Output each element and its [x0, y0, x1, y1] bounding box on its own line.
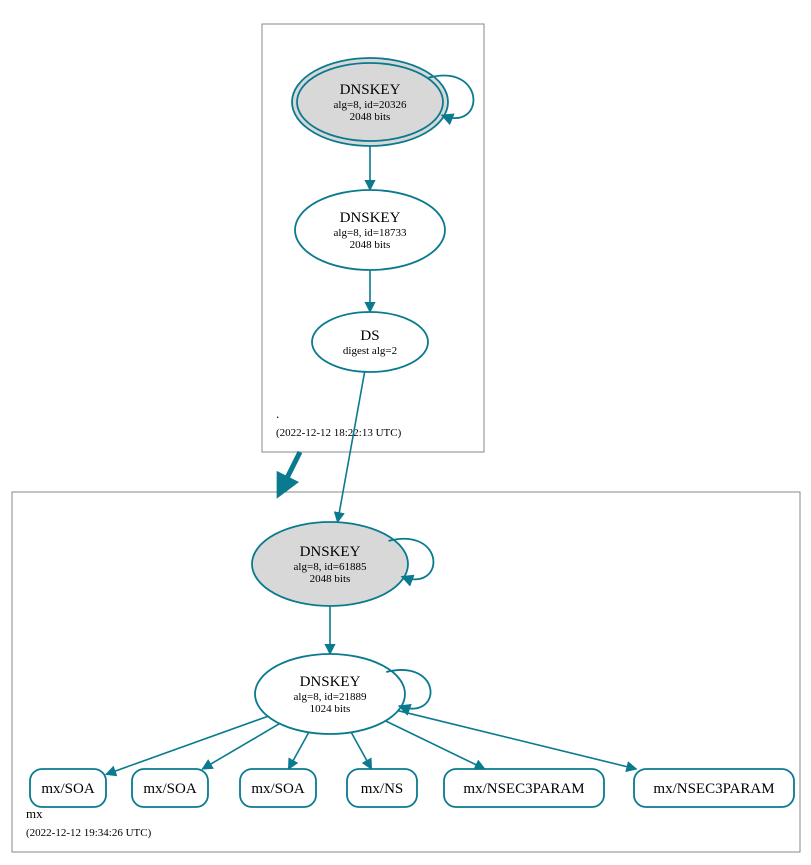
node-mx_zsk: DNSKEYalg=8, id=218891024 bits	[255, 654, 431, 734]
svg-text:DNSKEY: DNSKEY	[300, 674, 361, 690]
node-rr6: mx/NSEC3PARAM	[634, 769, 794, 807]
svg-text:1024 bits: 1024 bits	[310, 703, 351, 715]
svg-text:mx/SOA: mx/SOA	[41, 781, 95, 797]
svg-text:2048 bits: 2048 bits	[310, 573, 351, 585]
node-rr2: mx/SOA	[132, 769, 208, 807]
node-rr4: mx/NS	[347, 769, 417, 807]
edge-mx_zsk-rr6	[398, 711, 636, 769]
zone-label-mx: mx	[26, 806, 43, 821]
svg-text:alg=8, id=61885: alg=8, id=61885	[294, 561, 367, 573]
svg-text:alg=8, id=20326: alg=8, id=20326	[334, 99, 407, 111]
dnssec-diagram: . (2022-12-12 18:22:13 UTC) mx (2022-12-12 …	[0, 0, 811, 865]
svg-text:mx/NSEC3PARAM: mx/NSEC3PARAM	[463, 781, 584, 797]
edge-root_ds-mx_ksk	[338, 372, 365, 522]
svg-text:DNSKEY: DNSKEY	[340, 82, 401, 98]
bold-arrow	[280, 452, 300, 492]
node-root_ksk: DNSKEYalg=8, id=203262048 bits	[292, 58, 473, 146]
node-rr3: mx/SOA	[240, 769, 316, 807]
svg-text:2048 bits: 2048 bits	[350, 111, 391, 123]
svg-text:alg=8, id=18733: alg=8, id=18733	[334, 227, 407, 239]
svg-text:DNSKEY: DNSKEY	[340, 210, 401, 226]
svg-text:mx/SOA: mx/SOA	[251, 781, 305, 797]
zone-ts-mx: (2022-12-12 19:34:26 UTC)	[26, 827, 152, 839]
node-root_ds: DSdigest alg=2	[312, 312, 428, 372]
zone-ts-root: (2022-12-12 18:22:13 UTC)	[276, 427, 402, 439]
edge-mx_zsk-rr4	[351, 732, 371, 769]
node-rr5: mx/NSEC3PARAM	[444, 769, 604, 807]
svg-text:mx/SOA: mx/SOA	[143, 781, 197, 797]
svg-text:2048 bits: 2048 bits	[350, 239, 391, 251]
node-root_zsk: DNSKEYalg=8, id=187332048 bits	[295, 190, 445, 270]
svg-text:digest alg=2: digest alg=2	[343, 345, 397, 357]
edge-mx_zsk-rr2	[202, 724, 279, 769]
svg-text:alg=8, id=21889: alg=8, id=21889	[294, 691, 367, 703]
node-rr1: mx/SOA	[30, 769, 106, 807]
edge-mx_zsk-rr3	[289, 732, 309, 769]
svg-text:mx/NSEC3PARAM: mx/NSEC3PARAM	[653, 781, 774, 797]
svg-text:DNSKEY: DNSKEY	[300, 544, 361, 560]
node-mx_ksk: DNSKEYalg=8, id=618852048 bits	[252, 522, 433, 606]
zone-label-root: .	[276, 406, 279, 421]
svg-text:DS: DS	[360, 328, 379, 344]
svg-text:mx/NS: mx/NS	[361, 781, 404, 797]
